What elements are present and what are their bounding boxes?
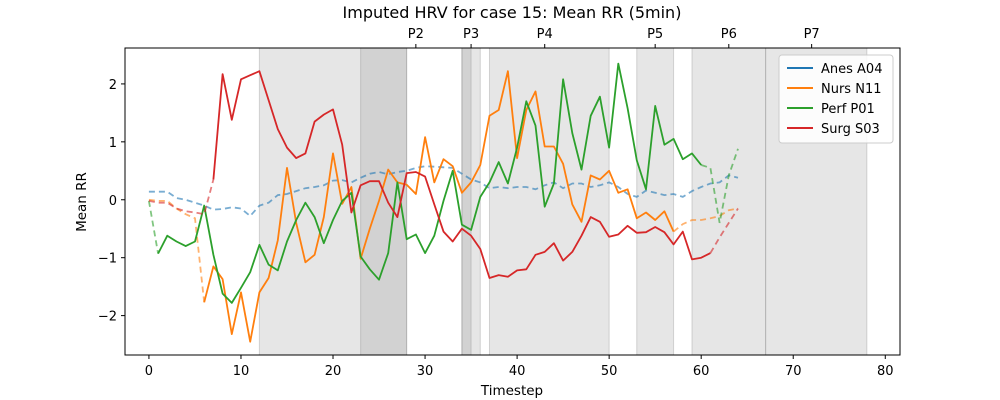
x-tick-label: 20 bbox=[325, 364, 342, 379]
legend-label-anes-a04: Anes A04 bbox=[821, 62, 882, 77]
x-axis-ticks: 0 10 20 30 40 50 60 70 80 bbox=[145, 355, 894, 379]
series-imputed-surg-s03-1 bbox=[709, 208, 739, 254]
phase-label: P6 bbox=[721, 27, 737, 42]
y-axis-label: Mean RR bbox=[74, 172, 90, 232]
legend-box bbox=[778, 54, 894, 144]
chart-title: Imputed HRV for case 15: Mean RR (5min) bbox=[343, 3, 682, 22]
series-line-perf-p01 bbox=[157, 62, 702, 304]
series-imputed-anes-a04-0 bbox=[148, 165, 739, 218]
phase-label: P3 bbox=[463, 27, 479, 42]
phase-label: P2 bbox=[408, 27, 424, 42]
x-tick-label: 60 bbox=[693, 364, 710, 379]
series-imputed-surg-s03-0 bbox=[148, 179, 215, 216]
y-tick-label: 2 bbox=[109, 78, 117, 93]
x-axis-label: Timestep bbox=[480, 383, 543, 399]
legend-label-surg-s03: Surg S03 bbox=[821, 122, 880, 137]
series-line-nurs-n11 bbox=[203, 70, 675, 343]
shaded-region-5 bbox=[636, 47, 675, 356]
y-tick-label: 0 bbox=[109, 194, 117, 209]
x-tick-label: 40 bbox=[509, 364, 526, 379]
x-tick-label: 0 bbox=[145, 364, 153, 379]
legend-label-nurs-n11: Nurs N11 bbox=[821, 82, 881, 97]
series-line-surg-s03 bbox=[212, 70, 711, 279]
y-tick-label: −1 bbox=[98, 252, 117, 267]
phase-label: P4 bbox=[537, 27, 553, 42]
shaded-region-6 bbox=[691, 47, 767, 356]
x-tick-label: 70 bbox=[785, 364, 802, 379]
plot-frame bbox=[124, 47, 901, 356]
x-tick-label: 80 bbox=[877, 364, 894, 379]
legend: Anes A04 Nurs N11 Perf P01 Surg S03 bbox=[778, 54, 894, 144]
series-imputed-perf-p01-0 bbox=[148, 200, 159, 254]
shaded-region-0 bbox=[258, 47, 408, 356]
shaded-region-1 bbox=[360, 47, 408, 356]
legend-label-perf-p01: Perf P01 bbox=[821, 102, 875, 117]
series-lines bbox=[148, 62, 739, 343]
y-tick-label: 1 bbox=[109, 136, 117, 151]
series-imputed-perf-p01-1 bbox=[700, 148, 739, 224]
shaded-region-4 bbox=[488, 47, 610, 356]
phase-labels: P2 P3 P4 P5 P6 P7 bbox=[408, 27, 820, 48]
series-imputed-nurs-n11-1 bbox=[673, 207, 739, 233]
shaded-region-3 bbox=[461, 47, 472, 356]
y-axis-ticks: −2 −1 0 1 2 bbox=[98, 78, 125, 325]
x-tick-label: 30 bbox=[417, 364, 434, 379]
shaded-regions bbox=[258, 47, 868, 356]
x-tick-label: 10 bbox=[233, 364, 250, 379]
y-tick-label: −2 bbox=[98, 310, 117, 325]
phase-label: P7 bbox=[804, 27, 820, 42]
series-imputed-nurs-n11-0 bbox=[148, 198, 206, 303]
x-tick-label: 50 bbox=[601, 364, 618, 379]
phase-label: P5 bbox=[647, 27, 663, 42]
